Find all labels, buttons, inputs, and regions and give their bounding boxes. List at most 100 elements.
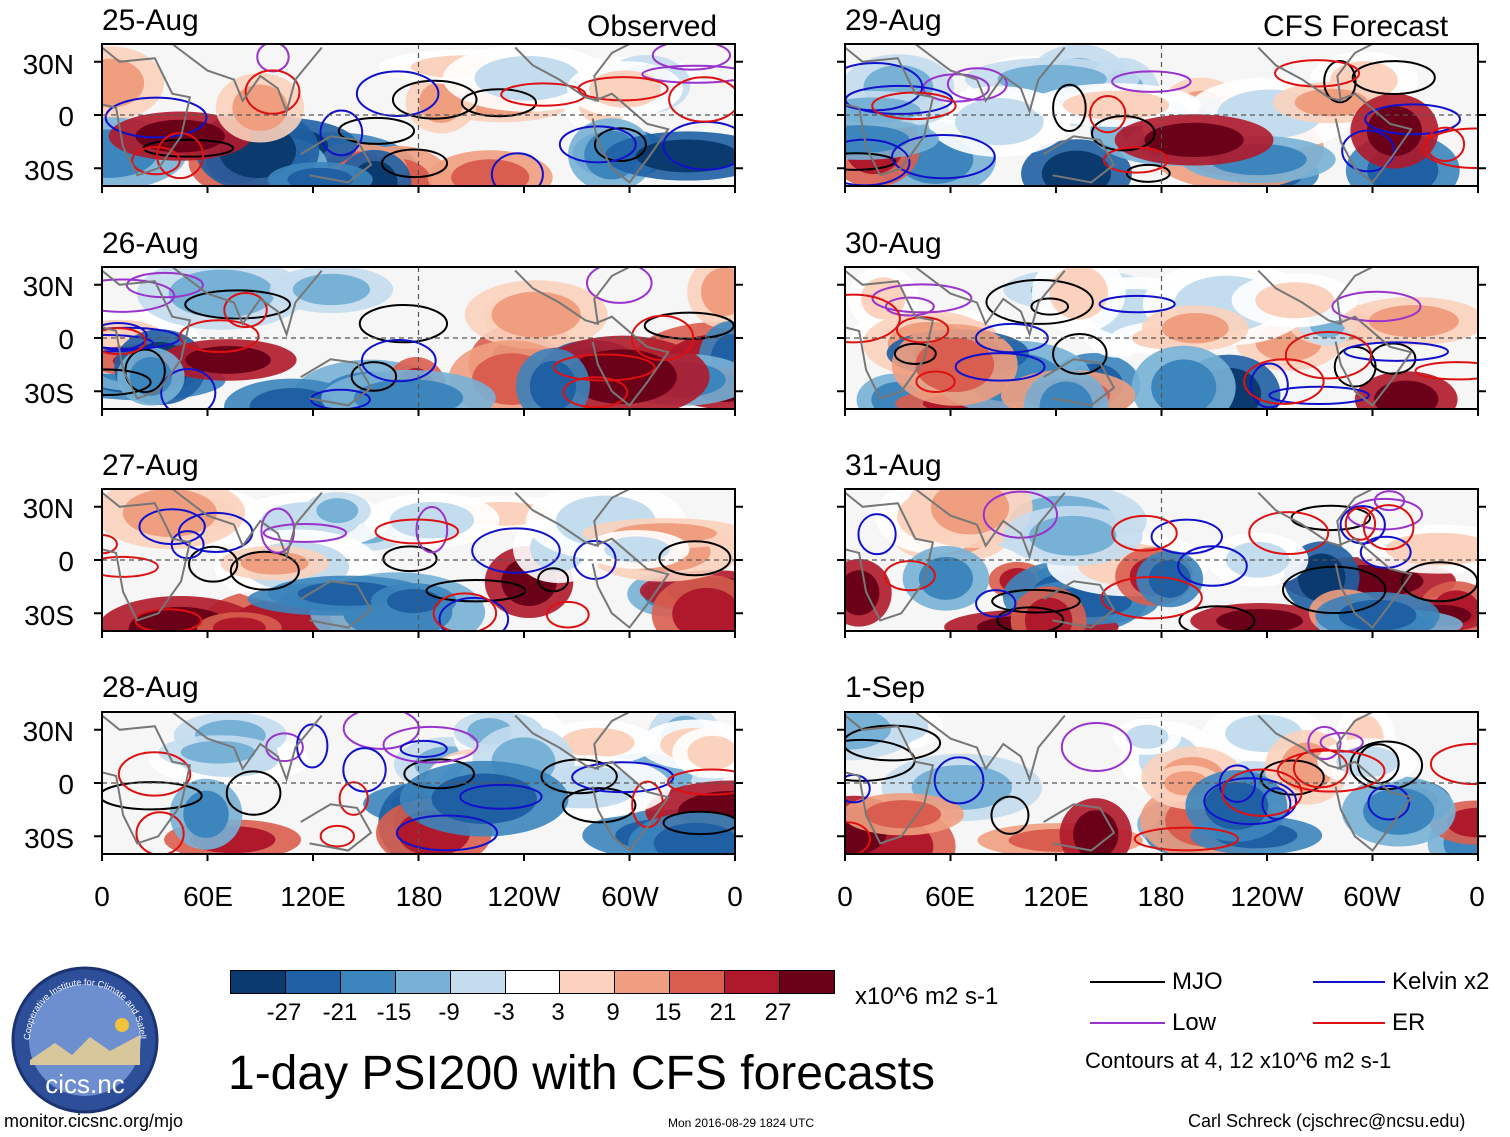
lon-label-60w: 60W bbox=[1343, 881, 1401, 912]
anomaly-shade bbox=[451, 159, 530, 186]
colorbar-cell-9 bbox=[725, 971, 781, 993]
contour-er bbox=[883, 560, 936, 592]
panel-date-31aug: 31-Aug bbox=[845, 449, 942, 482]
legend-line-low bbox=[1090, 1022, 1165, 1024]
contour-mjo bbox=[102, 368, 152, 397]
contour-kelvin-x2 bbox=[571, 761, 675, 794]
anomaly-shade bbox=[588, 70, 662, 108]
anomaly-shade bbox=[1225, 541, 1290, 578]
map-panel-1-Sep bbox=[837, 711, 1486, 861]
coastline bbox=[914, 489, 1066, 560]
website-link[interactable]: monitor.cicsnc.org/mjo bbox=[4, 1111, 184, 1131]
anomaly-shade bbox=[1446, 807, 1478, 838]
contour-mjo bbox=[1030, 297, 1070, 316]
colorbar-tick: -9 bbox=[438, 999, 460, 1026]
coastline bbox=[845, 491, 935, 622]
contour-er bbox=[1102, 146, 1169, 174]
colorbar-tick: -21 bbox=[322, 999, 358, 1026]
lat-label-30n: 30N bbox=[22, 493, 74, 524]
logo-text: cics.nc bbox=[45, 1069, 124, 1099]
contour-low bbox=[641, 64, 735, 84]
contour-kelvin-x2 bbox=[933, 756, 985, 805]
contour-kelvin-x2 bbox=[1203, 777, 1298, 826]
contour-mjo bbox=[540, 758, 618, 795]
contour-kelvin-x2 bbox=[1339, 505, 1386, 545]
contour-kelvin-x2 bbox=[1367, 784, 1411, 821]
anomaly-shade bbox=[861, 277, 906, 320]
lon-label-60e: 60E bbox=[925, 881, 975, 912]
contour-mjo bbox=[990, 795, 1030, 835]
anomaly-shade bbox=[185, 346, 271, 374]
contour-low bbox=[884, 296, 935, 317]
coastline bbox=[102, 714, 192, 845]
contour-mjo bbox=[1178, 605, 1256, 631]
contour-er bbox=[1425, 126, 1466, 163]
anomaly-shade bbox=[180, 740, 256, 764]
lon-label-0: 0 bbox=[1469, 881, 1485, 912]
lat-label-30s: 30S bbox=[24, 378, 74, 409]
contour-mjo bbox=[403, 758, 475, 790]
colorbar-cell-1 bbox=[285, 971, 341, 993]
coastline bbox=[914, 267, 1066, 338]
coastline bbox=[1334, 315, 1413, 407]
contour-kelvin-x2 bbox=[459, 783, 543, 810]
anomaly-shade bbox=[1216, 608, 1303, 631]
colorbar-cell-0 bbox=[231, 971, 286, 993]
contour-er bbox=[156, 132, 205, 180]
lon-label-120w: 120W bbox=[487, 881, 561, 912]
panel-date-27aug: 27-Aug bbox=[102, 449, 199, 482]
map-panel-28-Aug bbox=[94, 711, 743, 861]
contour-kelvin-x2 bbox=[102, 321, 148, 351]
contour-er bbox=[117, 751, 192, 797]
contour-er bbox=[1276, 749, 1386, 793]
anomaly-shade bbox=[1338, 599, 1417, 631]
contour-kelvin-x2 bbox=[471, 527, 561, 574]
legend-line-mjo bbox=[1090, 981, 1165, 983]
coastline bbox=[1257, 712, 1373, 771]
coastline bbox=[171, 44, 323, 115]
coastline bbox=[300, 580, 373, 629]
contour-kelvin-x2 bbox=[1218, 764, 1257, 803]
anomaly-shade bbox=[1028, 515, 1117, 556]
coastline bbox=[171, 712, 323, 783]
anomaly-shade bbox=[1363, 788, 1435, 835]
coastline bbox=[1043, 358, 1116, 407]
anomaly-shade bbox=[930, 489, 1010, 535]
colorbar-tick: -3 bbox=[493, 999, 515, 1026]
contour-kelvin-x2 bbox=[954, 352, 1046, 382]
coastline bbox=[514, 489, 630, 548]
contour-low bbox=[651, 44, 731, 71]
contour-mjo bbox=[102, 781, 203, 811]
contour-low bbox=[415, 506, 449, 554]
contour-kelvin-x2 bbox=[438, 596, 510, 631]
contour-mjo bbox=[1125, 163, 1171, 183]
contour-kelvin-x2 bbox=[891, 134, 996, 180]
contour-kelvin-x2 bbox=[1341, 129, 1396, 173]
contour-er bbox=[1133, 826, 1240, 852]
coastline bbox=[591, 92, 670, 184]
colorbar-cell-8 bbox=[670, 971, 726, 993]
lat-label-30s: 30S bbox=[24, 600, 74, 631]
lat-label-0: 0 bbox=[58, 769, 74, 800]
contour-mjo bbox=[658, 540, 732, 577]
map-panel-30-Aug bbox=[837, 266, 1486, 416]
colorbar-cell-6 bbox=[560, 971, 616, 993]
contour-er bbox=[374, 518, 460, 545]
contour-kelvin-x2 bbox=[1177, 545, 1248, 587]
anomaly-shade bbox=[567, 349, 677, 404]
colorbar-cell-10 bbox=[780, 971, 834, 993]
contour-kelvin-x2 bbox=[399, 739, 448, 758]
contour-mjo bbox=[1259, 759, 1325, 796]
panel-date-26aug: 26-Aug bbox=[102, 227, 199, 260]
colorbar-tick: 9 bbox=[606, 999, 620, 1026]
anomaly-shade bbox=[1144, 122, 1244, 157]
colorbar bbox=[230, 970, 835, 994]
coastline bbox=[1334, 92, 1413, 184]
anomaly-shade bbox=[845, 125, 910, 153]
contour-er bbox=[179, 319, 260, 354]
contour-mjo bbox=[1052, 332, 1108, 375]
legend-label-kelvin: Kelvin x2 bbox=[1392, 968, 1490, 995]
lat-label-30n: 30N bbox=[22, 271, 74, 302]
contour-mjo bbox=[991, 588, 1081, 614]
legend-line-er bbox=[1313, 1022, 1385, 1024]
